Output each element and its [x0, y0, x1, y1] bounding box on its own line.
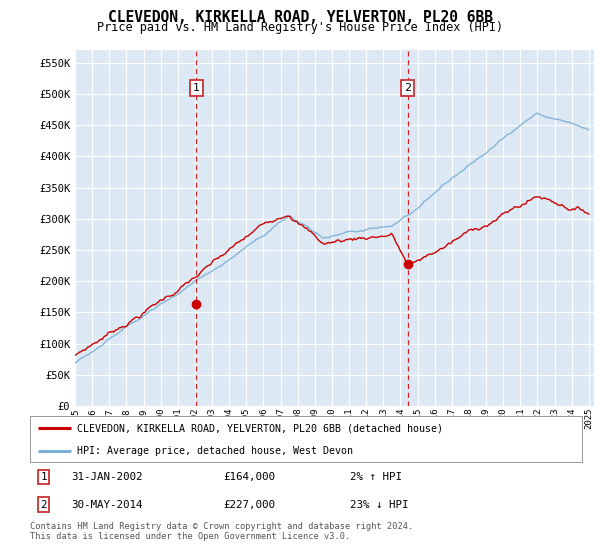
Text: £164,000: £164,000 — [223, 472, 275, 482]
Text: 1: 1 — [193, 83, 200, 93]
Text: CLEVEDON, KIRKELLA ROAD, YELVERTON, PL20 6BB (detached house): CLEVEDON, KIRKELLA ROAD, YELVERTON, PL20… — [77, 423, 443, 433]
Text: Price paid vs. HM Land Registry's House Price Index (HPI): Price paid vs. HM Land Registry's House … — [97, 21, 503, 34]
Text: 2: 2 — [41, 500, 47, 510]
Text: Contains HM Land Registry data © Crown copyright and database right 2024.
This d: Contains HM Land Registry data © Crown c… — [30, 522, 413, 542]
Text: 30-MAY-2014: 30-MAY-2014 — [71, 500, 143, 510]
Text: 2: 2 — [404, 83, 411, 93]
Text: HPI: Average price, detached house, West Devon: HPI: Average price, detached house, West… — [77, 446, 353, 455]
Text: 23% ↓ HPI: 23% ↓ HPI — [350, 500, 409, 510]
Text: £227,000: £227,000 — [223, 500, 275, 510]
Text: 2% ↑ HPI: 2% ↑ HPI — [350, 472, 402, 482]
Text: CLEVEDON, KIRKELLA ROAD, YELVERTON, PL20 6BB: CLEVEDON, KIRKELLA ROAD, YELVERTON, PL20… — [107, 10, 493, 25]
Text: 1: 1 — [41, 472, 47, 482]
Text: 31-JAN-2002: 31-JAN-2002 — [71, 472, 143, 482]
